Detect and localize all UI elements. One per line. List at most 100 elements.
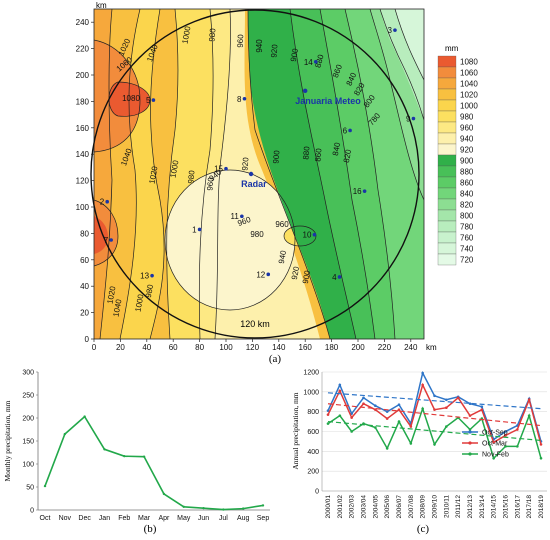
station-label: 15 — [214, 165, 223, 174]
c-data-point — [421, 371, 424, 375]
contour-label: 1000 — [181, 25, 193, 45]
c-data-point — [539, 443, 543, 446]
station-label: 13 — [140, 272, 149, 281]
colorbar-label: 800 — [460, 212, 474, 221]
c-x-tick-label: 2006/07 — [396, 495, 403, 519]
map-y-unit: km — [96, 1, 107, 10]
contour-label: 980 — [186, 169, 196, 184]
b-data-point — [182, 505, 185, 508]
c-y-tick-label: 200 — [307, 469, 319, 476]
contour-value: 1080 — [122, 94, 140, 103]
b-x-tick-label: Nov — [59, 515, 72, 522]
map-y-tick-label: 140 — [76, 150, 90, 159]
b-x-tick-label: Mar — [138, 515, 151, 522]
c-data-point — [433, 443, 436, 446]
map-y-tick-label: 60 — [80, 256, 89, 265]
contour-label: 1020 — [148, 165, 160, 185]
contour-value: 940 — [255, 39, 264, 53]
c-data-point — [433, 408, 436, 411]
station-label: 6 — [343, 126, 348, 135]
c-data-point — [468, 402, 472, 406]
contour-label: 960 — [205, 176, 215, 191]
colorbar-label: 760 — [460, 234, 474, 243]
contour-label: 900 — [271, 149, 281, 164]
map-y-axis: 0 20 40 60 80 100 120 140 160 180 200 220 240 — [76, 18, 94, 344]
contour-value: 960 — [205, 176, 215, 191]
station-marker — [411, 116, 416, 121]
c-x-tick-label: 2001/02 — [337, 495, 344, 519]
contour-value: 980 — [144, 283, 155, 298]
contour-value: 900 — [289, 47, 300, 62]
b-y-tick-label: 300 — [22, 370, 34, 377]
c-x-tick-label: 2003/04 — [361, 495, 368, 519]
named-point-marker — [303, 88, 308, 94]
colorbar-label: 1040 — [460, 80, 478, 89]
c-legend: Oct-Sep Oct-Mar Nov-Feb — [462, 430, 509, 459]
colorbar-label: 820 — [460, 201, 474, 210]
c-legend-marker — [468, 452, 472, 456]
c-data-point — [326, 409, 330, 412]
c-y-tick-label: 0 — [315, 489, 319, 496]
contour-label: 940 — [277, 249, 288, 264]
c-x-tick-label: 2009/10 — [432, 495, 439, 519]
c-data-point — [326, 422, 330, 425]
c-data-point — [527, 398, 531, 402]
c-trendline — [327, 403, 542, 427]
c-data-point — [397, 403, 401, 407]
station-marker — [313, 60, 318, 64]
contour-label: 860 — [331, 63, 344, 79]
c-y-tick-label: 800 — [307, 409, 319, 416]
contour-value: 940 — [277, 249, 288, 264]
b-data-point — [241, 507, 245, 510]
contour-value: 920 — [290, 265, 301, 280]
colorbar-cell — [437, 154, 457, 167]
contour-value: 1040 — [112, 298, 124, 318]
map-x-tick-label: 200 — [351, 343, 365, 352]
colorbar-cell — [437, 88, 457, 101]
c-data-point — [445, 398, 448, 402]
station-marker — [393, 28, 397, 32]
colorbar-label: 780 — [460, 223, 474, 232]
c-data-point — [433, 394, 436, 398]
station-marker — [151, 98, 156, 102]
colorbar-label: 1080 — [460, 58, 478, 67]
c-series — [326, 382, 543, 446]
b-x-ticks: Oct Nov Dec Jan Feb Mar Apr May Jun Jul Aug Sep — [40, 515, 270, 522]
colorbar-cell — [437, 143, 457, 156]
b-y-tick-label: 200 — [22, 416, 34, 423]
contour-value: 1020 — [106, 285, 118, 305]
c-data-point — [527, 414, 531, 417]
c-legend-marker — [468, 430, 472, 434]
named-point-label: Januaria Meteo — [295, 96, 361, 106]
b-x-tick-label: Oct — [40, 515, 51, 522]
station-label: 12 — [256, 270, 265, 279]
b-data-point — [222, 508, 225, 511]
b-data-point — [83, 415, 86, 418]
annual-precip-chart: 0 200 400 600 800 1000 1200 2000/01 2001/02 2002… — [291, 370, 547, 519]
colorbar-cell — [437, 165, 457, 178]
contour-value: 980 — [250, 230, 264, 239]
b-data-point — [63, 432, 67, 436]
c-x-tick-label: 2015/16 — [503, 495, 510, 519]
named-point-marker — [248, 171, 254, 177]
contour-value: 1000 — [134, 293, 146, 313]
contour-value: 920 — [240, 156, 250, 171]
map-y-tick-label: 220 — [76, 45, 90, 54]
c-data-point — [421, 383, 424, 387]
contour-value: 920 — [269, 43, 279, 58]
c-data-point — [385, 417, 389, 420]
c-trendline — [327, 420, 542, 442]
c-data-point — [468, 428, 472, 431]
c-x-tick-label: 2010/11 — [443, 495, 450, 518]
contour-label: 920 — [290, 265, 301, 280]
colorbar-label: 860 — [460, 179, 474, 188]
station-marker — [266, 272, 271, 277]
station-marker — [150, 273, 154, 278]
station-marker — [242, 96, 247, 101]
contour-label: 1080 — [122, 94, 140, 103]
c-data-point — [374, 426, 377, 429]
station-label: 7 — [104, 236, 109, 245]
contour-value: 1020 — [148, 165, 160, 185]
colorbar-cell — [437, 132, 457, 145]
